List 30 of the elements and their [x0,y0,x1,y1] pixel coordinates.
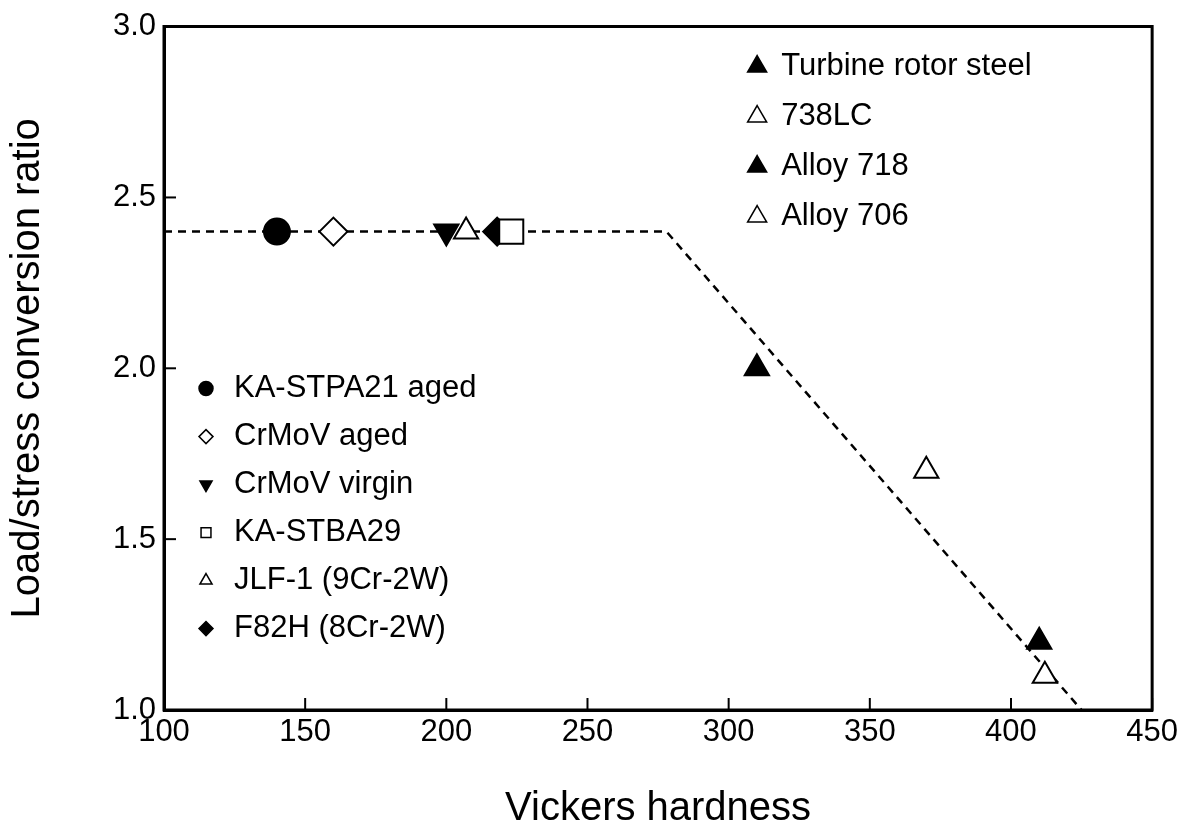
y-axis-title: Load/stress conversion ratio [3,118,48,619]
y-tick-label: 2.0 [112,348,156,384]
point [318,216,349,247]
legend-label: JLF-1 (9Cr-2W) [234,561,450,597]
legend-label: 738LC [781,97,873,133]
point [498,218,525,245]
x-tick-label: 250 [561,713,614,749]
y-tick-label: 3.0 [112,7,156,43]
legend-label: KA-STBA29 [234,513,402,549]
x-axis-title: Vickers hardness [505,784,812,829]
point [743,353,771,377]
x-tick-label: 300 [702,713,755,749]
x-tick-label: 200 [420,713,473,749]
legend-label: Alloy 706 [781,197,909,233]
point [1026,626,1053,650]
legend-label: Alloy 718 [781,147,909,183]
x-tick-label: 450 [1126,713,1179,749]
legend-label: CrMoV aged [234,417,409,453]
point [262,217,291,246]
legend-label: F82H (8Cr-2W) [234,609,446,645]
point [1031,660,1058,684]
legend-label: Turbine rotor steel [781,47,1032,83]
x-tick-label: 350 [843,713,896,749]
legend-label: KA-STPA21 aged [234,369,477,405]
x-tick-label: 400 [985,713,1037,749]
x-tick-label: 150 [279,713,332,749]
legend-label: CrMoV virgin [234,465,414,501]
point [913,455,940,479]
y-tick-label: 1.5 [112,519,156,555]
y-tick-label: 2.5 [112,178,156,213]
